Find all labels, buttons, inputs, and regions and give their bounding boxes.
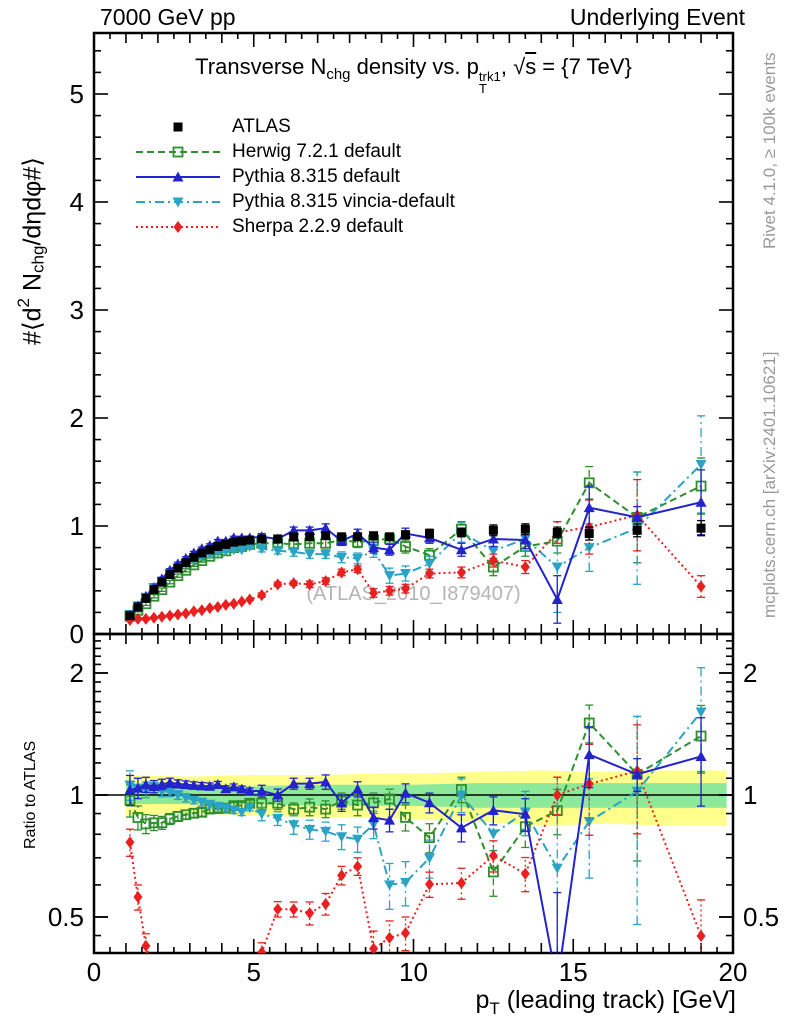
series-markers xyxy=(124,459,707,621)
main-y-tick-label: 0 xyxy=(70,619,84,649)
main-y-tick-label: 4 xyxy=(70,187,84,217)
series-ratio-triup xyxy=(124,717,707,953)
x-tick-label: 20 xyxy=(719,957,748,987)
series-line xyxy=(129,753,702,953)
main-y-tick-label: 1 xyxy=(70,511,84,541)
series-markers xyxy=(125,765,706,953)
series-main-osquare xyxy=(124,457,707,622)
legend-item: ATLAS xyxy=(134,114,455,139)
x-tick-label: 15 xyxy=(559,957,588,987)
legend-item: Herwig 7.2.1 default xyxy=(134,139,455,164)
x-tick-label: 5 xyxy=(247,957,261,987)
series-line xyxy=(129,711,702,887)
series-line xyxy=(129,501,702,616)
x-tick-label: 0 xyxy=(87,957,101,987)
series-line xyxy=(128,769,702,953)
legend-marker-sample xyxy=(136,171,220,181)
legend-item-label: Pythia 8.315 vincia-default xyxy=(232,190,455,212)
legend-item-label: Pythia 8.315 default xyxy=(232,165,400,187)
axis-ticks xyxy=(93,33,734,953)
legend-marker-sample xyxy=(136,197,220,207)
legend-marker-sample xyxy=(173,122,183,131)
x-axis-title: pT (leading track) [GeV] xyxy=(475,986,736,1018)
analysis-id-watermark: (ATLAS_2010_I879407) xyxy=(306,583,521,605)
series-markers xyxy=(125,523,706,621)
main-y-tick-label: 2 xyxy=(70,403,84,433)
ratio-y-tick-label-right: 1 xyxy=(743,780,757,810)
series-ratio-diamond xyxy=(125,724,706,953)
series-markers xyxy=(125,509,706,626)
ratio-y-tick-label: 0.5 xyxy=(48,902,84,932)
plot-title: Transverse Nchg density vs. p trk1 T, √s =… xyxy=(195,54,632,97)
main-y-tick-label: 5 xyxy=(70,79,84,109)
legend-marker-sample xyxy=(136,146,220,157)
beam-energy-label: 7000 GeV pp xyxy=(100,4,236,30)
error-bars xyxy=(125,415,706,617)
main-y-tick-label: 3 xyxy=(70,295,84,325)
ratio-y-tick-label-right: 2 xyxy=(743,658,757,688)
ratio-y-tick-label-right: 0.5 xyxy=(743,902,779,932)
ratio-y-tick-label: 2 xyxy=(70,658,84,688)
legend-item: Sherpa 2.2.9 default xyxy=(134,214,455,239)
series-markers xyxy=(124,749,707,833)
legend-item-label: Sherpa 2.2.9 default xyxy=(232,215,404,237)
x-tick-label: 10 xyxy=(399,957,428,987)
legend-item-label: ATLAS xyxy=(232,115,291,137)
series-main-reference xyxy=(125,519,706,621)
ratio-y-tick-label: 1 xyxy=(70,780,84,810)
legend-item-label: Herwig 7.2.1 default xyxy=(232,140,401,162)
analysis-category-label: Underlying Event xyxy=(569,4,745,30)
legend-marker-sample xyxy=(136,220,220,233)
legend-item: Pythia 8.315 default xyxy=(134,164,455,189)
legend: ATLAS Herwig 7.2.1 default Pythia 8.315 de… xyxy=(134,114,455,239)
series-main-tridown xyxy=(124,415,707,621)
legend-item: Pythia 8.315 vincia-default xyxy=(134,189,455,214)
error-bars xyxy=(125,457,706,619)
